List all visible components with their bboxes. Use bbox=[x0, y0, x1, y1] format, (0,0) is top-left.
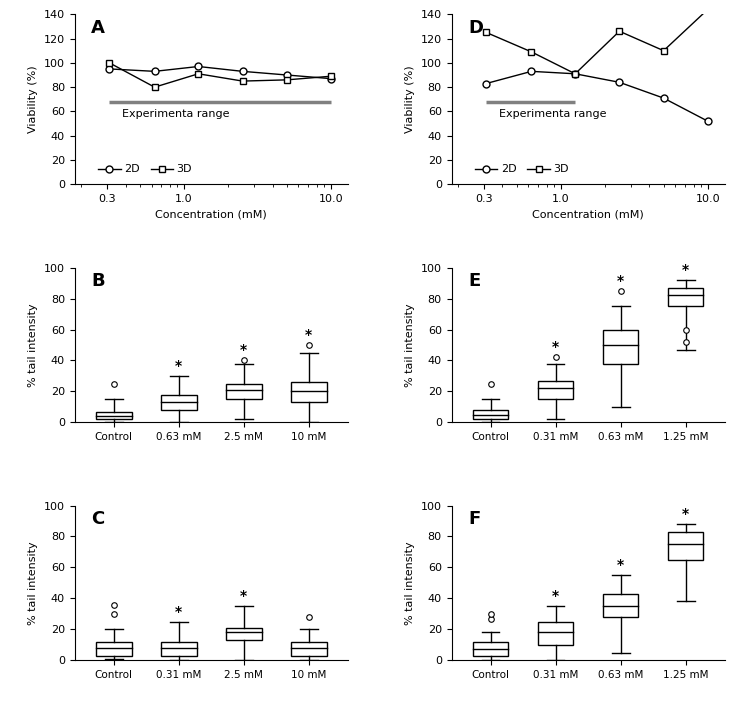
Text: *: * bbox=[306, 328, 312, 342]
Bar bbox=[96, 412, 131, 420]
Legend: 2D, 3D: 2D, 3D bbox=[94, 160, 196, 179]
X-axis label: Concentration (mM): Concentration (mM) bbox=[532, 209, 644, 219]
Y-axis label: % tail intensity: % tail intensity bbox=[28, 541, 38, 625]
Bar bbox=[538, 381, 574, 399]
Y-axis label: Viability (%): Viability (%) bbox=[405, 65, 415, 133]
Text: *: * bbox=[175, 604, 182, 618]
Bar bbox=[226, 383, 261, 399]
Text: *: * bbox=[175, 359, 182, 373]
Text: *: * bbox=[241, 589, 247, 603]
Bar bbox=[291, 642, 326, 655]
Bar bbox=[161, 395, 196, 410]
Text: F: F bbox=[468, 510, 480, 528]
Bar bbox=[161, 642, 196, 655]
Bar bbox=[291, 382, 326, 403]
Bar bbox=[473, 410, 509, 420]
Bar bbox=[226, 628, 261, 640]
X-axis label: Concentration (mM): Concentration (mM) bbox=[155, 209, 267, 219]
Text: Experimenta range: Experimenta range bbox=[499, 109, 607, 119]
Text: *: * bbox=[241, 344, 247, 357]
Text: *: * bbox=[682, 507, 689, 521]
Bar bbox=[603, 594, 639, 617]
Bar bbox=[603, 329, 639, 364]
Y-axis label: % tail intensity: % tail intensity bbox=[406, 303, 415, 387]
Bar bbox=[668, 532, 704, 559]
Text: E: E bbox=[468, 272, 480, 290]
Text: D: D bbox=[468, 19, 483, 38]
Y-axis label: % tail intensity: % tail intensity bbox=[406, 541, 415, 625]
Text: *: * bbox=[617, 558, 624, 572]
Bar bbox=[538, 622, 574, 645]
Bar bbox=[668, 288, 704, 306]
Text: *: * bbox=[552, 589, 559, 603]
Bar bbox=[473, 642, 509, 655]
Bar bbox=[96, 642, 131, 655]
Legend: 2D, 3D: 2D, 3D bbox=[471, 160, 573, 179]
Text: *: * bbox=[552, 340, 559, 354]
Y-axis label: Viability (%): Viability (%) bbox=[28, 65, 38, 133]
Text: C: C bbox=[91, 510, 105, 528]
Y-axis label: % tail intensity: % tail intensity bbox=[28, 303, 38, 387]
Text: A: A bbox=[91, 19, 105, 38]
Text: *: * bbox=[617, 274, 624, 288]
Text: Experimenta range: Experimenta range bbox=[123, 109, 230, 119]
Text: B: B bbox=[91, 272, 105, 290]
Text: *: * bbox=[682, 263, 689, 277]
